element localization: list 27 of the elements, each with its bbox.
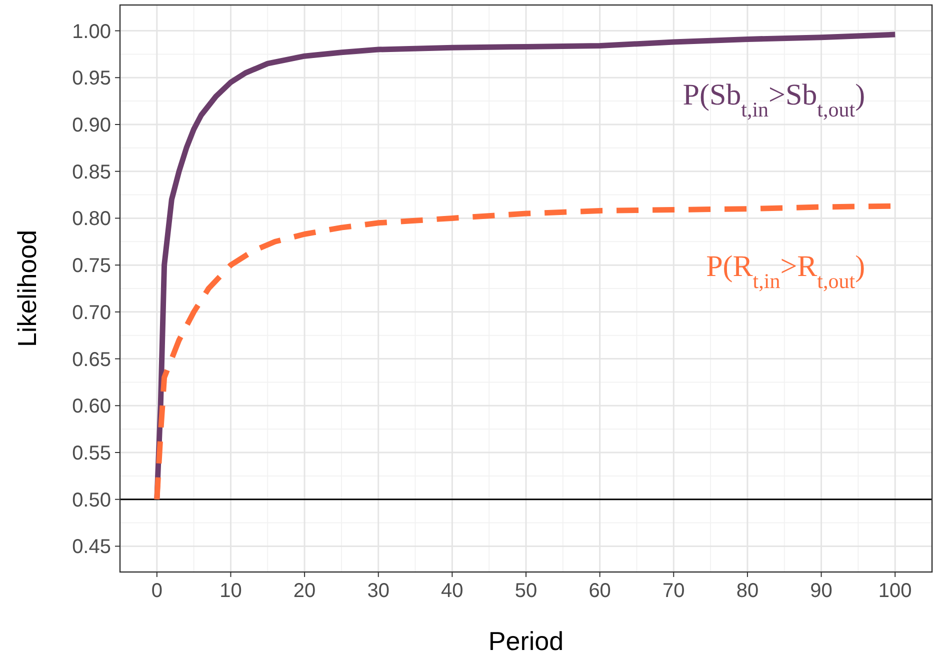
x-tick-label: 50 <box>514 580 538 602</box>
x-tick-label: 100 <box>878 580 912 602</box>
x-tick-label: 80 <box>736 580 759 602</box>
y-tick-label: 0.55 <box>72 442 111 465</box>
y-tick-label: 0.65 <box>72 348 111 371</box>
y-tick-label: 0.50 <box>72 489 111 512</box>
y-tick-label: 0.60 <box>72 396 111 418</box>
y-tick-label: 0.80 <box>72 208 111 230</box>
y-tick-label: 0.85 <box>72 161 111 184</box>
x-tick-label: 70 <box>662 580 685 602</box>
y-tick-label: 0.75 <box>72 255 111 278</box>
series-label: P(Sb$_{t,in}$>Sb$_{t,out}$) <box>682 78 866 122</box>
y-tick-label: 0.70 <box>72 302 111 324</box>
y-tick-label: 0.95 <box>72 68 111 90</box>
x-tick-label: 90 <box>810 580 832 602</box>
y-tick-label: 0.45 <box>72 536 111 558</box>
y-tick-label: 0.90 <box>72 114 111 136</box>
y-tick-label: 1.00 <box>72 20 111 43</box>
series-label: P(R$_{t,in}$>R$_{t,out}$) <box>706 250 866 294</box>
x-tick-label: 0 <box>151 580 162 602</box>
x-axis-title: Period <box>488 626 564 656</box>
x-tick-label: 20 <box>293 580 316 602</box>
x-tick-label: 30 <box>367 580 390 602</box>
x-tick-label: 10 <box>220 580 242 602</box>
y-axis-title: Likelihood <box>12 230 42 348</box>
x-tick-label: 40 <box>441 580 464 602</box>
x-tick-label: 60 <box>588 580 611 602</box>
